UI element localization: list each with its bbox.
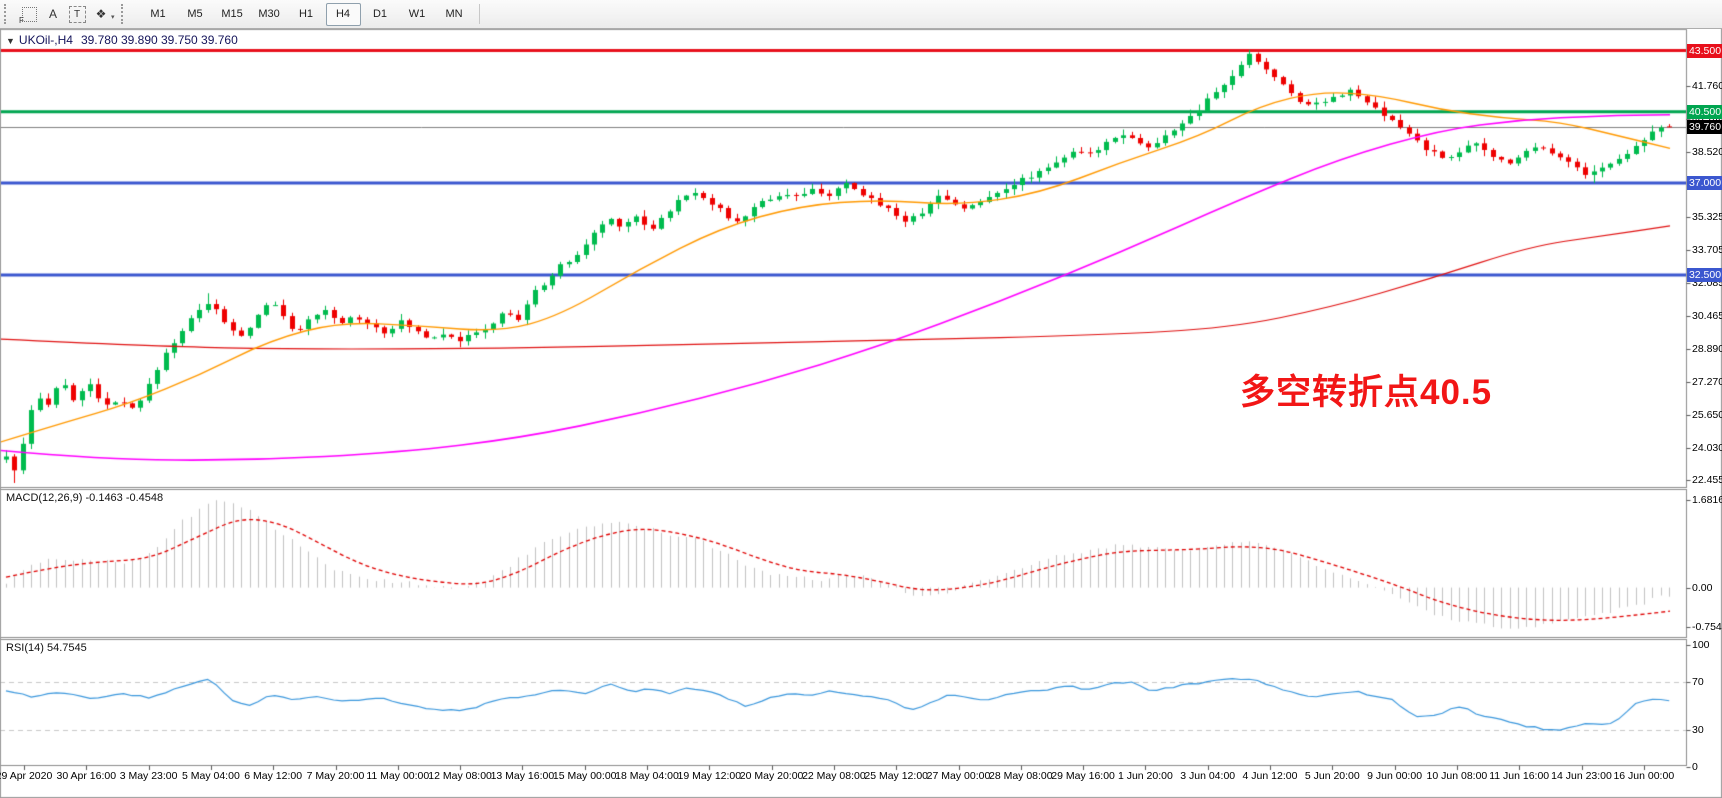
- fibonacci-glyph: F: [19, 16, 24, 25]
- fibonacci-tool-icon[interactable]: F: [18, 3, 40, 25]
- timeframe-m30[interactable]: M30: [258, 7, 280, 20]
- label-glyph: T: [73, 8, 81, 20]
- label-tool-icon[interactable]: T: [66, 3, 88, 25]
- text-glyph: A: [48, 7, 57, 21]
- text-tool-icon[interactable]: A: [42, 3, 64, 25]
- timeframe-w1[interactable]: W1: [408, 7, 426, 20]
- timeframe-h1[interactable]: H1: [298, 7, 314, 20]
- timeframe-h4[interactable]: H4: [325, 2, 361, 26]
- toolbar-grip: [120, 4, 129, 24]
- shapes-tool-icon[interactable]: ❖: [90, 3, 112, 25]
- timeframe-m5[interactable]: M5: [187, 7, 203, 20]
- toolbar-grip: [4, 4, 12, 24]
- label-box: T: [68, 5, 86, 23]
- toolbar-separator: [478, 4, 480, 24]
- timeframe-m1[interactable]: M1: [150, 7, 166, 20]
- shapes-dropdown-caret[interactable]: ▾: [111, 14, 115, 21]
- toolbar: F A T ❖ ▾ M1 M5 M15 M30 H1 H4 D1 W1 MN: [0, 0, 1722, 29]
- timeframe-mn[interactable]: MN: [445, 7, 463, 20]
- timeframe-m15[interactable]: M15: [221, 7, 243, 20]
- fibonacci-box: [21, 6, 37, 22]
- timeframe-d1[interactable]: D1: [372, 7, 388, 20]
- timeframe-group: M1 M5 M15 M30 H1 H4 D1 W1 MN: [140, 2, 473, 26]
- shapes-glyph: ❖: [95, 7, 107, 21]
